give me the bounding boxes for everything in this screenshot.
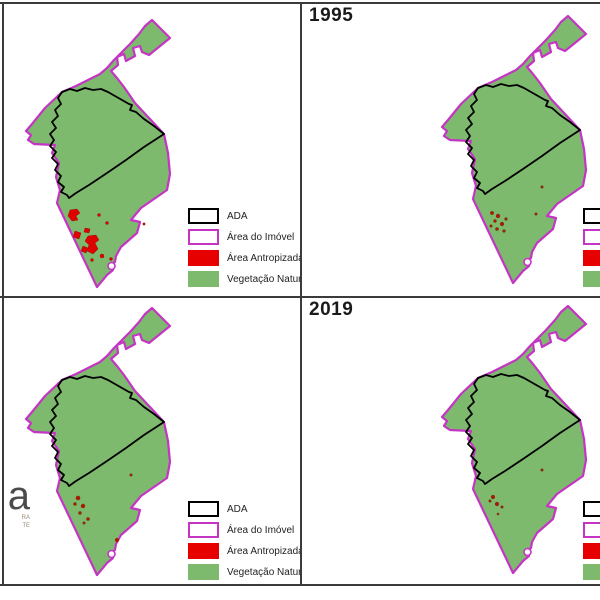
logo-text-line1: RA xyxy=(21,515,30,521)
legend-clipped: ADA Área do Imóvel Área Antropizada Vege… xyxy=(583,501,600,584)
legend-item-vegetacao-natural: Vegetação Natural xyxy=(188,564,300,580)
logo-letter: a xyxy=(7,474,30,518)
legend-label-ada: ADA xyxy=(227,210,248,222)
area-do-imovel-swatch xyxy=(188,522,219,538)
legend-label-area-do-imovel: Área do Imóvel xyxy=(227,231,295,243)
legend-item-area-antropizada: Área Antropizada xyxy=(188,250,300,266)
legend: ADA Área do Imóvel Área Antropizada Vege… xyxy=(188,501,300,584)
legend-item-ada: ADA xyxy=(583,208,600,224)
map-panel-2019-left: a RA TE ADA Área do Imóvel Área Antropiz… xyxy=(4,298,300,584)
ada-swatch xyxy=(188,501,219,517)
legend-clipped: ADA Área do Imóvel Área Antropizada Vege… xyxy=(583,208,600,292)
ada-swatch xyxy=(583,208,600,224)
logo-text: RA TE xyxy=(4,514,30,531)
map-panel-1995-right: 1995 ADA Área do Imóvel Área Antropizada xyxy=(302,4,600,296)
map-panel-2019-right: 2019 ADA Área do Imóvel Área Antropizada xyxy=(302,298,600,584)
ada-swatch xyxy=(188,208,219,224)
divider-vertical xyxy=(300,2,302,586)
map-1995-right xyxy=(440,14,588,285)
legend-item-area-antropizada: Área Antropizada xyxy=(583,250,600,266)
area-do-imovel-swatch xyxy=(583,522,600,538)
legend-label-ada: ADA xyxy=(227,503,248,515)
map-panel-1995-left: ADA Área do Imóvel Área Antropizada Vege… xyxy=(4,4,300,296)
vegetacao-natural-swatch xyxy=(188,271,219,287)
vegetacao-natural-swatch xyxy=(583,271,600,287)
divider-horizontal xyxy=(0,296,600,298)
legend-item-vegetacao-natural: Vegetação Natural xyxy=(583,564,600,580)
legend: ADA Área do Imóvel Área Antropizada Vege… xyxy=(188,208,300,292)
border-left xyxy=(2,2,4,586)
area-antropizada-swatch xyxy=(188,250,219,266)
legend-label-area-antropizada: Área Antropizada xyxy=(227,545,300,557)
area-antropizada-swatch xyxy=(583,250,600,266)
legend-item-area-antropizada: Área Antropizada xyxy=(188,543,300,559)
partial-logo: a RA TE xyxy=(4,474,30,531)
legend-label-area-antropizada: Área Antropizada xyxy=(227,252,300,264)
year-title-2019: 2019 xyxy=(309,299,354,320)
legend-label-vegetacao-natural: Vegetação Natural xyxy=(227,566,300,578)
legend-item-area-do-imovel: Área do Imóvel xyxy=(188,229,300,245)
vegetacao-natural-swatch xyxy=(188,564,219,580)
map-2019-right xyxy=(440,304,588,575)
legend-item-area-do-imovel: Área do Imóvel xyxy=(583,229,600,245)
legend-item-area-do-imovel: Área do Imóvel xyxy=(583,522,600,538)
vegetacao-natural-swatch xyxy=(583,564,600,580)
legend-item-ada: ADA xyxy=(188,501,300,517)
area-do-imovel-swatch xyxy=(583,229,600,245)
year-title-1995: 1995 xyxy=(309,5,354,26)
legend-item-ada: ADA xyxy=(583,501,600,517)
area-antropizada-swatch xyxy=(188,543,219,559)
legend-label-area-do-imovel: Área do Imóvel xyxy=(227,524,295,536)
area-do-imovel-swatch xyxy=(188,229,219,245)
ada-swatch xyxy=(583,501,600,517)
area-antropizada-swatch xyxy=(583,543,600,559)
legend-label-vegetacao-natural: Vegetação Natural xyxy=(227,273,300,285)
legend-item-area-antropizada: Área Antropizada xyxy=(583,543,600,559)
logo-text-line2: TE xyxy=(22,523,30,530)
legend-item-area-do-imovel: Área do Imóvel xyxy=(188,522,300,538)
legend-item-vegetacao-natural: Vegetação Natural xyxy=(188,271,300,287)
legend-item-vegetacao-natural: Vegetação Natural xyxy=(583,271,600,287)
legend-item-ada: ADA xyxy=(188,208,300,224)
